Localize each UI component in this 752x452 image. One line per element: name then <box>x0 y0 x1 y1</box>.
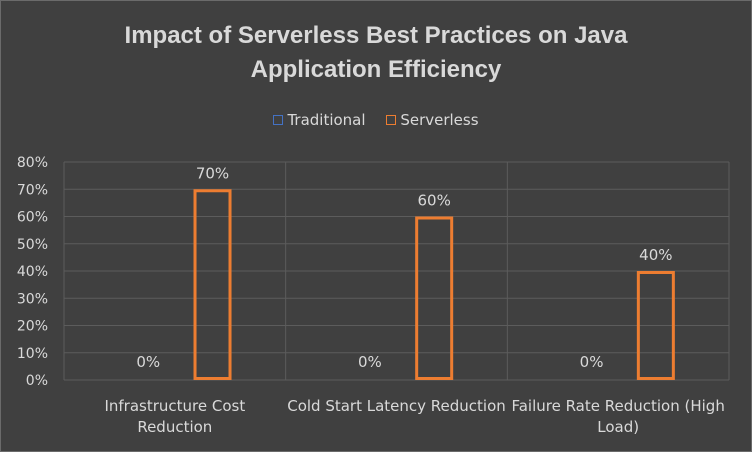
chart-title-line-2: Application Efficiency <box>250 56 502 83</box>
legend: Traditional Serverless <box>1 111 751 129</box>
y-tick-label: 0% <box>26 373 48 389</box>
x-tick-label: Cold Start Latency Reduction <box>287 397 506 415</box>
y-tick-label: 50% <box>17 237 48 253</box>
data-label-traditional: 0% <box>136 353 160 371</box>
data-label-serverless: 60% <box>418 192 451 210</box>
bar-serverless <box>193 189 232 380</box>
chart-title-line-1: Impact of Serverless Best Practices on J… <box>124 22 628 49</box>
y-tick-label: 70% <box>17 182 48 198</box>
data-label-traditional: 0% <box>358 353 382 371</box>
x-tick-label: Infrastructure Cost <box>104 397 245 415</box>
y-tick-label: 40% <box>17 264 48 280</box>
legend-label-serverless: Serverless <box>400 111 479 129</box>
x-tick-label: Load) <box>597 418 639 436</box>
chart-title: Impact of Serverless Best Practices on J… <box>1 19 751 87</box>
legend-item-traditional: Traditional <box>273 111 366 129</box>
bar-serverless <box>415 216 454 380</box>
x-tick-label: Reduction <box>137 418 212 436</box>
legend-swatch-serverless <box>386 115 397 125</box>
y-tick-label: 20% <box>17 319 48 335</box>
legend-swatch-traditional <box>273 115 284 125</box>
y-tick-label: 30% <box>17 291 48 307</box>
legend-item-serverless: Serverless <box>386 111 479 129</box>
y-tick-label: 10% <box>17 346 48 362</box>
data-label-serverless: 40% <box>639 246 672 264</box>
legend-label-traditional: Traditional <box>287 111 366 129</box>
data-label-serverless: 70% <box>196 164 229 182</box>
y-tick-label: 80% <box>17 155 48 171</box>
data-label-traditional: 0% <box>580 353 604 371</box>
y-tick-label: 60% <box>17 210 48 226</box>
bar-serverless <box>636 271 675 380</box>
x-tick-label: Failure Rate Reduction (High <box>511 397 724 415</box>
